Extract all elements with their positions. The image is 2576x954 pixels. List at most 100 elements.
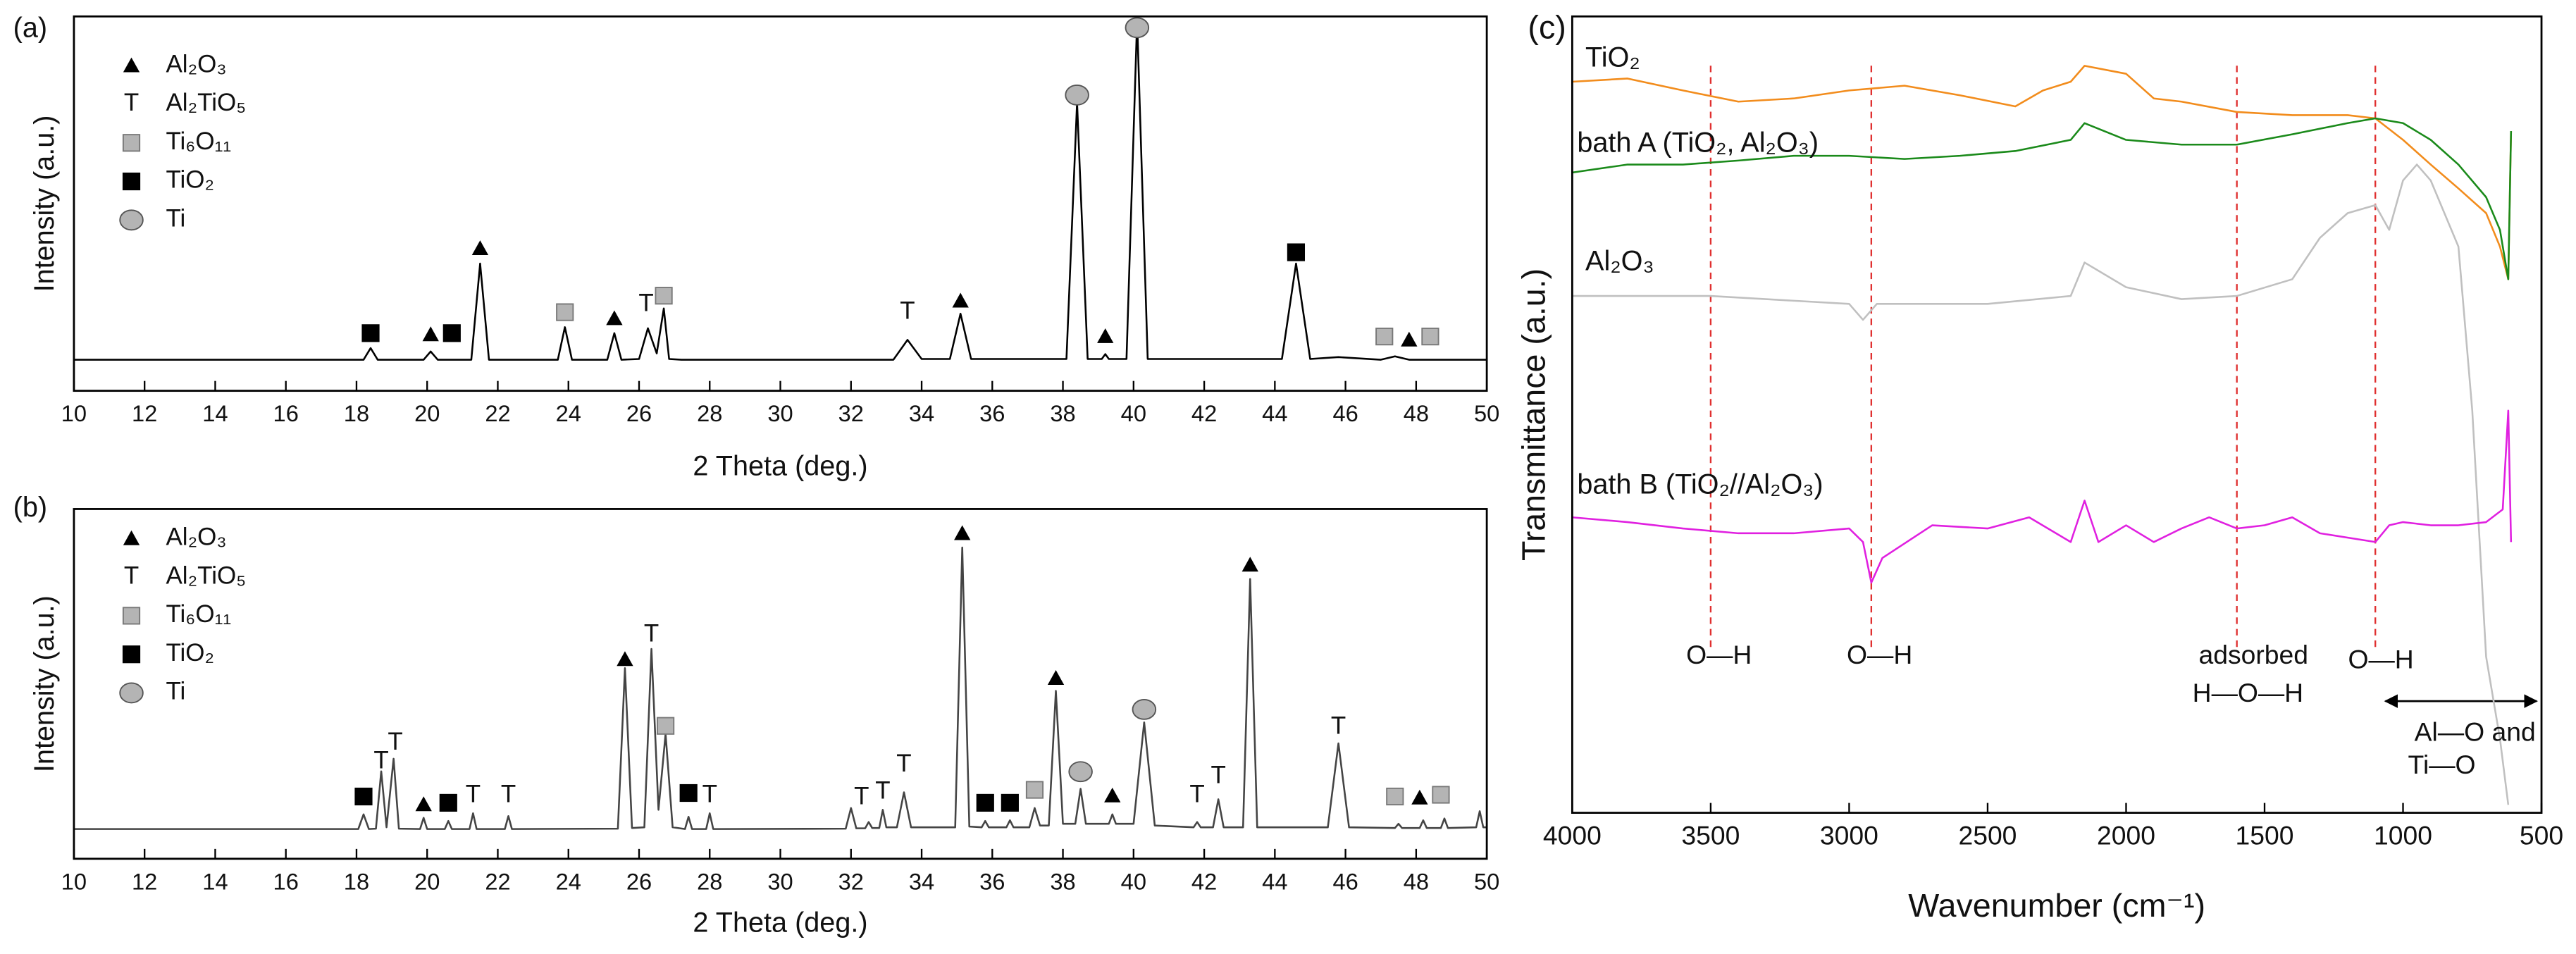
square-marker	[1386, 787, 1404, 806]
x-tick-label: 50	[1474, 868, 1499, 894]
x-tick-label: 3500	[1681, 820, 1740, 850]
x-tick-label: 20	[414, 400, 440, 426]
x-tick-label: 12	[132, 868, 157, 894]
x-tick-label: 50	[1474, 400, 1499, 426]
x-tick-label: 20	[414, 868, 440, 894]
legend-label: TiO₂	[166, 166, 214, 194]
square-marker	[439, 793, 457, 812]
circle-marker	[1125, 17, 1150, 39]
spectrum-line	[1572, 409, 2513, 584]
x-tick-label: 48	[1404, 868, 1429, 894]
t-marker: T	[466, 781, 481, 808]
legend-label: Ti	[166, 205, 185, 233]
x-tick-label: 40	[1121, 868, 1146, 894]
triangle-marker	[1401, 331, 1418, 347]
series-label: bath A (TiO₂, Al₂O₃)	[1577, 128, 1819, 159]
annotation: Al—O and	[2415, 717, 2536, 747]
spectrum-line	[1572, 65, 2513, 280]
circle-marker	[119, 209, 144, 231]
triangle-marker	[1104, 787, 1121, 803]
t-marker: T	[1331, 712, 1346, 739]
square-marker	[657, 717, 675, 735]
x-axis-label: Wavenumber (cm⁻¹)	[1908, 887, 2205, 924]
legend-label: Ti₆O₁₁	[166, 600, 231, 628]
triangle-marker	[617, 651, 633, 667]
square-marker	[976, 793, 994, 812]
x-tick-label: 2000	[2097, 820, 2155, 850]
square-marker	[354, 787, 373, 806]
x-tick-label: 42	[1191, 400, 1217, 426]
x-tick-label: 10	[61, 400, 87, 426]
triangle-marker	[1241, 557, 1258, 572]
x-tick-label: 14	[202, 868, 228, 894]
t-marker: T	[644, 619, 659, 647]
square-marker	[1432, 786, 1450, 804]
triangle-marker	[606, 310, 623, 326]
legend-label: Ti₆O₁₁	[166, 128, 231, 155]
triangle-marker	[954, 525, 971, 540]
x-tick-label: 44	[1262, 400, 1287, 426]
x-tick-label: 32	[838, 868, 864, 894]
circle-marker	[1132, 698, 1157, 720]
plot-frame	[73, 508, 1488, 860]
x-tick-label: 32	[838, 400, 864, 426]
series-label: TiO₂	[1585, 42, 1640, 73]
series-label: bath B (TiO₂//Al₂O₃)	[1577, 469, 1823, 500]
legend-label: Al₂O₃	[166, 524, 226, 551]
panel-label: (b)	[13, 492, 47, 523]
t-marker: T	[1189, 781, 1204, 808]
annotation: O—H	[2348, 645, 2413, 674]
x-tick-label: 48	[1404, 400, 1429, 426]
t-marker: T	[373, 747, 388, 774]
x-tick-label: 30	[767, 868, 793, 894]
x-tick-label: 1000	[2374, 820, 2432, 850]
x-tick-label: 12	[132, 400, 157, 426]
x-tick-label: 22	[485, 868, 510, 894]
legend-label: Al₂TiO₅	[166, 562, 246, 589]
x-axis-label: 2 Theta (deg.)	[693, 907, 867, 938]
y-axis-label: Intensity (a.u.)	[29, 116, 60, 292]
x-tick-label: 46	[1332, 868, 1358, 894]
panel-label: (c)	[1528, 8, 1566, 45]
x-tick-label: 18	[344, 868, 369, 894]
x-tick-label: 3000	[1820, 820, 1878, 850]
spectrum-line	[1572, 163, 2510, 805]
triangle-marker	[1411, 789, 1428, 805]
t-marker: T	[854, 783, 869, 810]
triangle-marker	[952, 292, 969, 308]
x-tick-label: 500	[2520, 820, 2563, 850]
t-marker: T	[124, 89, 139, 116]
square-marker	[679, 783, 698, 803]
spectrum-line	[1572, 117, 2513, 280]
x-tick-label: 34	[909, 400, 934, 426]
t-marker: T	[875, 777, 890, 805]
triangle-marker	[415, 796, 432, 812]
circle-marker	[1068, 761, 1093, 783]
square-marker	[556, 303, 574, 321]
y-axis-label: Transmittance (a.u.)	[1515, 268, 1552, 561]
square-marker	[122, 134, 141, 152]
y-axis-label: Intensity (a.u.)	[29, 595, 60, 772]
t-marker: T	[124, 562, 139, 589]
x-tick-label: 2500	[1958, 820, 2017, 850]
x-tick-label: 28	[697, 400, 722, 426]
t-marker: T	[702, 781, 717, 808]
x-tick-label: 24	[556, 868, 581, 894]
square-marker	[361, 324, 380, 342]
plot-frame	[73, 15, 1488, 392]
triangle-marker	[123, 530, 140, 545]
annotation: adsorbed	[2199, 640, 2309, 669]
square-marker	[1421, 328, 1439, 346]
x-tick-label: 44	[1262, 868, 1287, 894]
legend-label: Al₂TiO₅	[166, 89, 246, 116]
x-tick-label: 24	[556, 400, 581, 426]
x-tick-label: 40	[1121, 400, 1146, 426]
square-marker	[442, 324, 461, 342]
x-tick-label: 34	[909, 868, 934, 894]
x-tick-label: 46	[1332, 400, 1358, 426]
triangle-marker	[1097, 328, 1114, 343]
t-marker: T	[388, 728, 402, 755]
panel-label: (a)	[13, 12, 47, 43]
x-tick-label: 30	[767, 400, 793, 426]
